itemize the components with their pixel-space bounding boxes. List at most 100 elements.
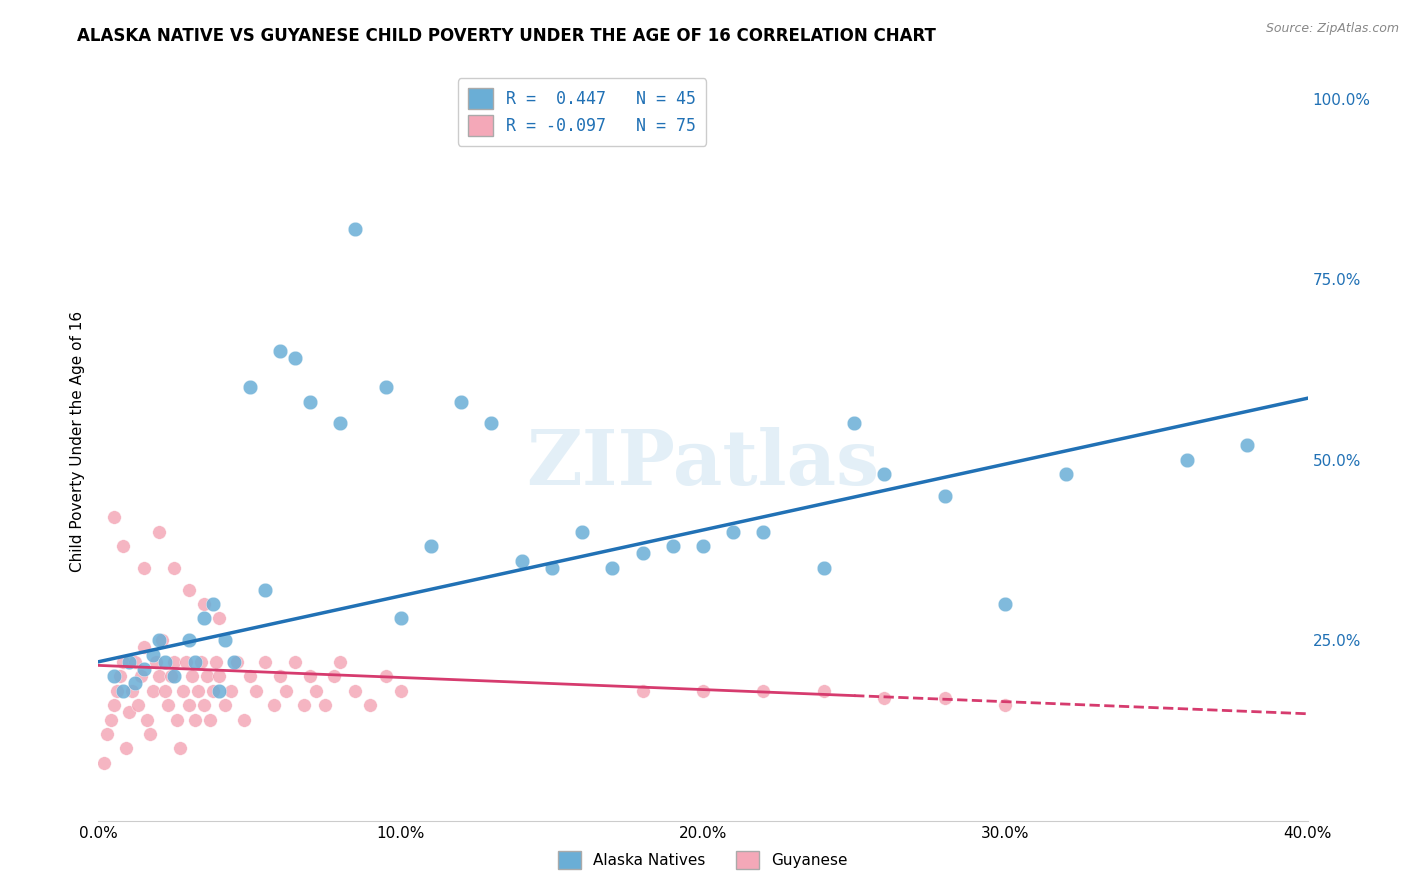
Point xyxy=(103,510,125,524)
Point xyxy=(132,662,155,676)
Point xyxy=(314,698,336,712)
Point xyxy=(994,597,1017,611)
Legend: Alaska Natives, Guyanese: Alaska Natives, Guyanese xyxy=(553,845,853,875)
Point xyxy=(208,683,231,698)
Point xyxy=(105,683,128,698)
Point xyxy=(195,669,218,683)
Point xyxy=(450,394,472,409)
Point xyxy=(374,380,396,394)
Point xyxy=(129,669,152,683)
Point xyxy=(193,597,215,611)
Point xyxy=(329,655,352,669)
Point xyxy=(179,582,201,597)
Point xyxy=(103,669,125,683)
Point xyxy=(344,221,367,235)
Point xyxy=(813,561,835,575)
Text: Source: ZipAtlas.com: Source: ZipAtlas.com xyxy=(1265,22,1399,36)
Point xyxy=(114,741,136,756)
Point xyxy=(1175,452,1198,467)
Point xyxy=(374,669,396,683)
Point xyxy=(692,683,714,698)
Point xyxy=(111,683,134,698)
Point xyxy=(163,669,186,683)
Point xyxy=(934,690,956,705)
Point xyxy=(329,417,352,431)
Point xyxy=(631,683,654,698)
Point xyxy=(179,633,201,648)
Point xyxy=(163,655,186,669)
Point xyxy=(118,655,141,669)
Point xyxy=(344,683,367,698)
Point xyxy=(221,683,243,698)
Point xyxy=(752,683,775,698)
Point xyxy=(305,683,328,698)
Point xyxy=(510,554,533,568)
Point xyxy=(481,417,503,431)
Point xyxy=(245,683,267,698)
Point xyxy=(205,655,228,669)
Point xyxy=(121,683,143,698)
Point xyxy=(269,669,291,683)
Point xyxy=(323,669,346,683)
Point xyxy=(208,611,231,625)
Point xyxy=(127,698,149,712)
Point xyxy=(420,539,443,553)
Point xyxy=(190,655,212,669)
Point xyxy=(299,669,322,683)
Point xyxy=(873,690,896,705)
Point xyxy=(160,669,183,683)
Point xyxy=(226,655,249,669)
Point xyxy=(174,655,197,669)
Point xyxy=(132,640,155,655)
Point xyxy=(844,417,866,431)
Point xyxy=(723,524,745,539)
Point xyxy=(156,698,179,712)
Point xyxy=(602,561,624,575)
Point xyxy=(292,698,315,712)
Point xyxy=(187,683,209,698)
Point xyxy=(163,561,186,575)
Point xyxy=(166,713,188,727)
Point xyxy=(253,655,276,669)
Point xyxy=(93,756,115,770)
Point xyxy=(571,524,593,539)
Point xyxy=(208,669,231,683)
Point xyxy=(202,683,225,698)
Point xyxy=(145,655,167,669)
Point xyxy=(142,683,165,698)
Point xyxy=(172,683,194,698)
Point xyxy=(193,611,215,625)
Point xyxy=(232,713,254,727)
Point xyxy=(253,582,276,597)
Point xyxy=(752,524,775,539)
Point xyxy=(100,713,122,727)
Point xyxy=(239,669,262,683)
Point xyxy=(202,597,225,611)
Point xyxy=(108,669,131,683)
Point xyxy=(169,741,191,756)
Point xyxy=(111,655,134,669)
Point xyxy=(135,713,157,727)
Point xyxy=(193,698,215,712)
Point xyxy=(389,611,412,625)
Point xyxy=(1236,438,1258,452)
Point xyxy=(1054,467,1077,481)
Point xyxy=(118,706,141,720)
Text: ZIPatlas: ZIPatlas xyxy=(526,427,880,501)
Point xyxy=(540,561,562,575)
Point xyxy=(274,683,297,698)
Point xyxy=(148,524,170,539)
Point xyxy=(284,351,307,366)
Point xyxy=(269,344,291,359)
Point xyxy=(263,698,285,712)
Point xyxy=(184,655,207,669)
Y-axis label: Child Poverty Under the Age of 16: Child Poverty Under the Age of 16 xyxy=(69,311,84,572)
Point xyxy=(148,669,170,683)
Point xyxy=(148,633,170,648)
Point xyxy=(184,713,207,727)
Text: ALASKA NATIVE VS GUYANESE CHILD POVERTY UNDER THE AGE OF 16 CORRELATION CHART: ALASKA NATIVE VS GUYANESE CHILD POVERTY … xyxy=(77,27,936,45)
Point xyxy=(239,380,262,394)
Point xyxy=(631,546,654,560)
Point xyxy=(873,467,896,481)
Point xyxy=(692,539,714,553)
